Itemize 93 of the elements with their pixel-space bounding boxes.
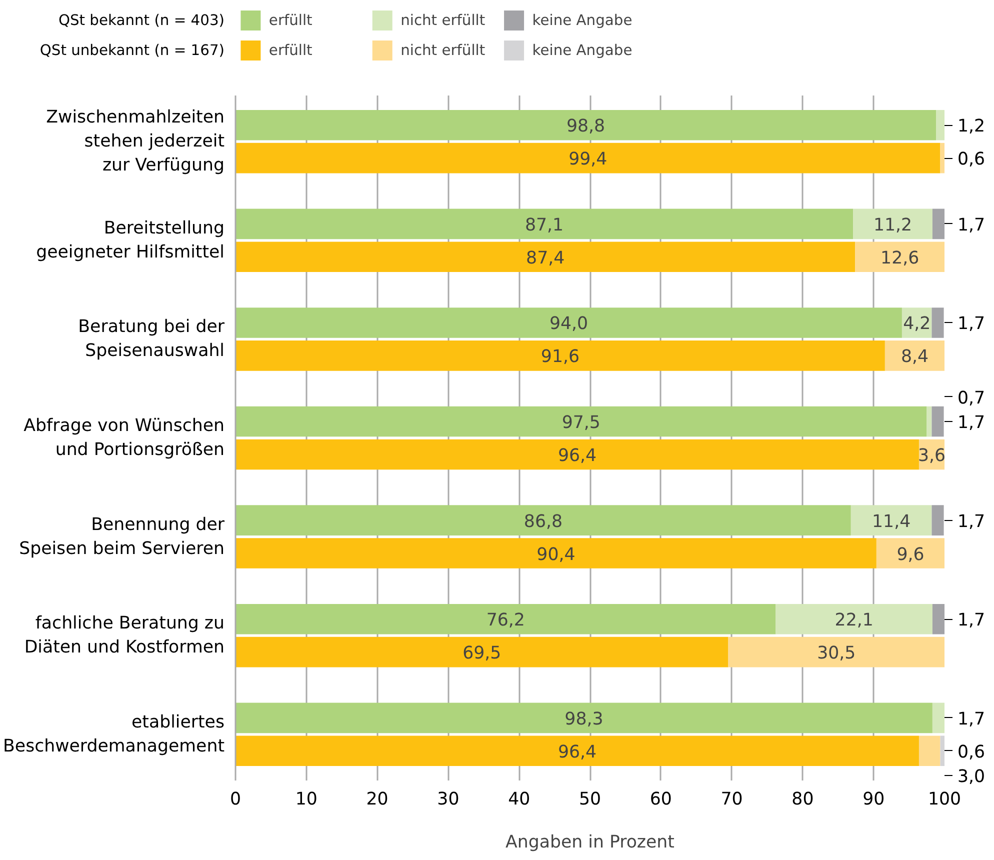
legend-label: erfüllt — [268, 12, 313, 29]
data-label: 9,6 — [896, 544, 924, 565]
data-label: 1,7 — [958, 413, 986, 434]
x-axis-title: Angaben in Prozent — [506, 832, 675, 852]
data-label: 1,2 — [958, 116, 986, 137]
bar — [236, 340, 885, 371]
bar — [932, 702, 944, 734]
data-label: 1,7 — [958, 314, 986, 334]
x-tick-label: 20 — [366, 790, 388, 810]
y-tick-label: Zwischenmahlzeiten stehen jederzeit zur Verfügung — [46, 108, 225, 176]
legend-label: nicht erfüllt — [400, 42, 486, 59]
bar — [926, 406, 932, 437]
bar — [236, 702, 932, 734]
data-label: 30,5 — [817, 644, 856, 664]
bar — [236, 736, 919, 766]
bar — [932, 208, 944, 240]
data-label: 94,0 — [549, 314, 588, 334]
bar — [918, 736, 940, 766]
data-label: 87,4 — [526, 248, 565, 268]
bar — [236, 439, 919, 470]
y-tick-label: fachliche Beratung zu Diäten und Kostformen — [24, 614, 225, 658]
y-tick-label: Bereitstellung geeigneter Hilfsmittel — [36, 218, 225, 262]
data-label: 1,7 — [958, 709, 986, 730]
data-label: 96,4 — [558, 446, 597, 466]
data-label: 97,5 — [562, 413, 600, 434]
text: QSt bekannt (n = 403) — [58, 12, 225, 29]
bar — [236, 406, 927, 437]
x-tick-label: 70 — [720, 790, 743, 810]
x-tick-label: 80 — [792, 790, 814, 810]
data-label: 22,1 — [834, 610, 874, 631]
bar — [236, 505, 851, 536]
legend-label: keine Angabe — [532, 12, 632, 29]
bar — [940, 142, 944, 174]
bar — [884, 340, 944, 371]
x-tick-label: 40 — [508, 790, 530, 810]
bar — [932, 604, 944, 634]
data-label: 91,6 — [540, 347, 580, 368]
data-label: 0,6 — [958, 742, 986, 762]
bar — [932, 308, 944, 338]
bar — [855, 242, 944, 272]
legend-label: nicht erfüllt — [400, 12, 486, 29]
data-label: 87,1 — [524, 215, 564, 236]
data-label: 3,6 — [918, 446, 946, 466]
bar — [876, 538, 944, 568]
data-label: 11,2 — [873, 215, 912, 236]
bar — [236, 110, 936, 140]
x-tick-label: 90 — [862, 790, 885, 810]
x-tick-label: 30 — [437, 790, 460, 810]
x-tick-label: 50 — [578, 790, 602, 810]
bar — [940, 736, 944, 766]
data-label: 99,4 — [568, 150, 608, 170]
data-label: 96,4 — [558, 742, 597, 762]
x-tick-label: 60 — [650, 790, 672, 810]
bar — [850, 505, 932, 536]
bar — [932, 505, 944, 536]
data-label: 4,2 — [903, 314, 931, 334]
bar — [236, 636, 728, 668]
data-label: 0,6 — [958, 150, 986, 170]
data-label: 1,7 — [958, 215, 986, 236]
bar — [236, 604, 776, 634]
y-tick-label: Abfrage von Wünschen und Portionsgrößen — [24, 416, 225, 460]
data-label: 69,5 — [462, 644, 502, 664]
x-tick-label: 100 — [928, 790, 962, 810]
legend-label: keine Angabe — [532, 42, 632, 59]
bar — [776, 604, 932, 634]
data-label: 90,4 — [536, 544, 576, 565]
x-tick-label: 10 — [295, 790, 318, 810]
data-label: 86,8 — [524, 512, 563, 532]
data-label: 0,7 — [958, 388, 986, 408]
data-label: 98,8 — [566, 116, 606, 137]
bar — [728, 636, 944, 668]
bar — [236, 208, 854, 240]
data-label: 1,7 — [958, 512, 986, 532]
legend-label: erfüllt — [268, 42, 313, 59]
bar — [236, 308, 902, 338]
text: QSt unbekannt (n = 167) — [40, 42, 225, 59]
data-label: 76,2 — [486, 610, 525, 631]
data-label: 8,4 — [900, 347, 929, 368]
y-tick-label: etabliertes Beschwerdemanagement — [3, 712, 225, 756]
x-tick-label: 0 — [230, 790, 242, 810]
data-label: 3,0 — [958, 767, 986, 788]
bar — [936, 110, 944, 140]
bar — [236, 142, 940, 174]
data-label: 12,6 — [880, 248, 920, 268]
bar — [853, 208, 932, 240]
data-label: 1,7 — [958, 610, 986, 631]
data-label: 98,3 — [564, 709, 604, 730]
data-label: 11,4 — [872, 512, 911, 532]
bar — [236, 538, 876, 568]
bar — [932, 406, 944, 437]
bar — [236, 242, 856, 272]
y-tick-label: Beratung bei der Speisenauswahl — [78, 317, 226, 362]
y-tick-label: Benennung der Speisen beim Servieren — [19, 514, 226, 559]
